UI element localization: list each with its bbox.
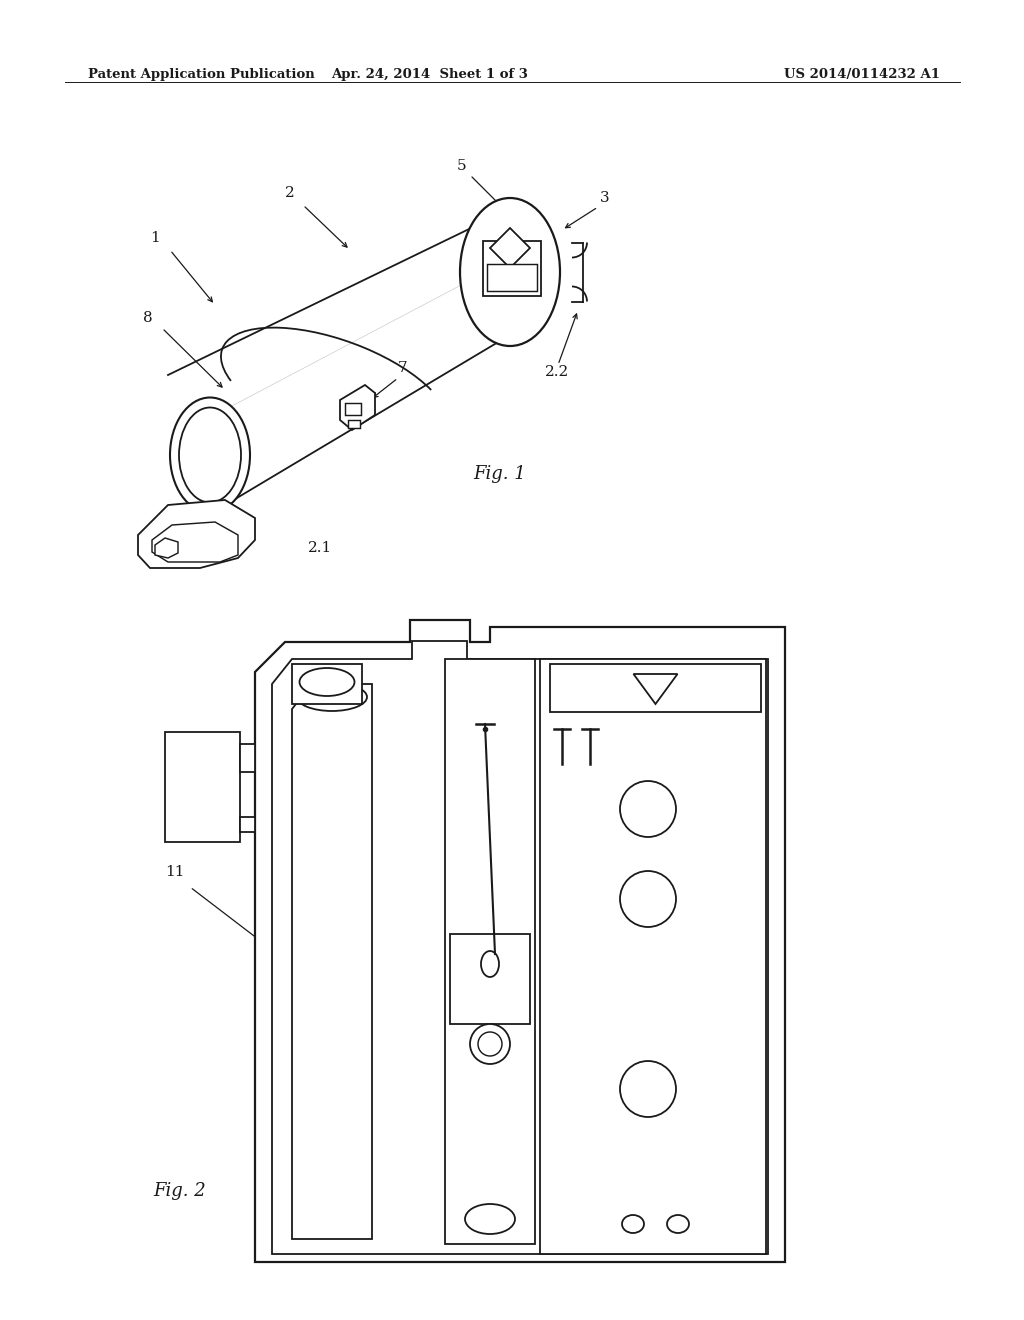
Bar bbox=[483, 240, 541, 296]
Text: 9: 9 bbox=[151, 543, 160, 557]
Bar bbox=[165, 733, 240, 842]
Polygon shape bbox=[634, 675, 678, 704]
Polygon shape bbox=[340, 385, 375, 430]
Polygon shape bbox=[138, 500, 255, 568]
Ellipse shape bbox=[299, 668, 354, 696]
Ellipse shape bbox=[297, 682, 367, 711]
Text: 12: 12 bbox=[437, 689, 457, 704]
Text: Apr. 24, 2014  Sheet 1 of 3: Apr. 24, 2014 Sheet 1 of 3 bbox=[332, 69, 528, 81]
Ellipse shape bbox=[170, 397, 250, 512]
Bar bbox=[348, 420, 360, 428]
Polygon shape bbox=[272, 642, 768, 1254]
Ellipse shape bbox=[481, 950, 499, 977]
Bar bbox=[345, 403, 361, 414]
Bar bbox=[240, 817, 255, 832]
Text: 8: 8 bbox=[143, 312, 153, 325]
Polygon shape bbox=[490, 228, 530, 268]
Bar bbox=[240, 744, 255, 772]
Ellipse shape bbox=[470, 1024, 510, 1064]
Bar bbox=[550, 664, 761, 711]
Polygon shape bbox=[152, 521, 238, 562]
Text: 7: 7 bbox=[398, 360, 408, 375]
Text: Fig. 2: Fig. 2 bbox=[154, 1181, 207, 1200]
Ellipse shape bbox=[667, 1214, 689, 1233]
Ellipse shape bbox=[460, 198, 560, 346]
Bar bbox=[487, 264, 537, 290]
Bar bbox=[450, 935, 530, 1024]
Text: 2.1: 2.1 bbox=[308, 541, 332, 554]
Text: Fig. 1: Fig. 1 bbox=[474, 465, 526, 483]
Text: 1: 1 bbox=[151, 231, 160, 246]
Text: US 2014/0114232 A1: US 2014/0114232 A1 bbox=[784, 69, 940, 81]
Text: Patent Application Publication: Patent Application Publication bbox=[88, 69, 314, 81]
Bar bbox=[445, 659, 535, 1243]
Polygon shape bbox=[155, 539, 178, 558]
Bar bbox=[292, 664, 362, 704]
Text: 3: 3 bbox=[600, 191, 610, 205]
Text: 11: 11 bbox=[165, 865, 184, 879]
Ellipse shape bbox=[622, 1214, 644, 1233]
Text: 2: 2 bbox=[285, 186, 295, 201]
Text: 5: 5 bbox=[457, 158, 467, 173]
Ellipse shape bbox=[478, 1032, 502, 1056]
Ellipse shape bbox=[620, 871, 676, 927]
Text: 13: 13 bbox=[655, 627, 675, 642]
Ellipse shape bbox=[620, 781, 676, 837]
Polygon shape bbox=[540, 659, 766, 1254]
Text: 2.2: 2.2 bbox=[545, 366, 569, 379]
Polygon shape bbox=[255, 620, 785, 1262]
Polygon shape bbox=[292, 684, 372, 1239]
Ellipse shape bbox=[620, 1061, 676, 1117]
Ellipse shape bbox=[179, 408, 241, 503]
Ellipse shape bbox=[465, 1204, 515, 1234]
